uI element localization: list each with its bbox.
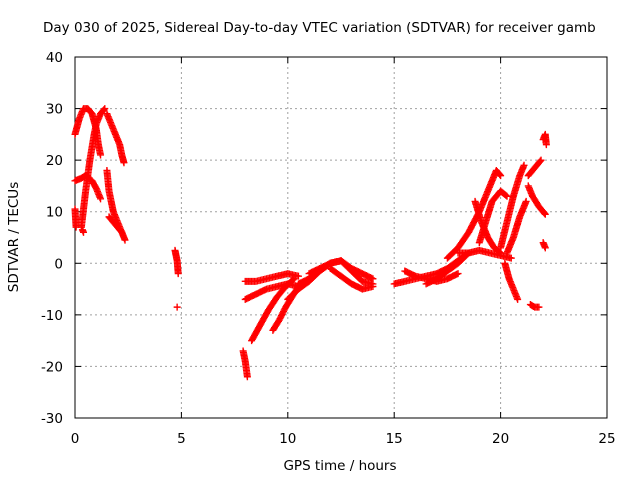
data-point xyxy=(294,272,302,280)
series-arc-g1 xyxy=(443,166,505,262)
data-point xyxy=(536,157,544,165)
y-tick-label: 0 xyxy=(54,256,63,272)
series-arc-c1 xyxy=(171,246,182,278)
series-arc-a4 xyxy=(71,205,80,231)
data-point xyxy=(522,197,530,205)
series-arc-i2 xyxy=(524,182,549,218)
chart-title: Day 030 of 2025, Sidereal Day-to-day VTE… xyxy=(43,20,596,36)
data-point xyxy=(503,192,511,200)
data-point xyxy=(72,223,80,231)
data-point xyxy=(243,373,251,381)
x-tick-label: 10 xyxy=(279,431,296,447)
series-arc-g2 xyxy=(454,246,515,262)
data-point xyxy=(101,105,109,113)
data-point xyxy=(520,161,528,169)
data-point xyxy=(369,282,377,290)
data-point xyxy=(80,228,88,236)
data-point xyxy=(117,227,125,235)
data-point xyxy=(289,276,297,284)
data-point xyxy=(496,248,504,256)
data-point xyxy=(507,254,515,262)
series-arc-b1 xyxy=(103,110,128,167)
series-arc-b3 xyxy=(105,213,126,236)
series-arc-i1 xyxy=(524,156,545,180)
data-point xyxy=(535,303,543,311)
data-point xyxy=(514,295,522,303)
ticks-layer: 0 5 10 15 20 25 -30 -20 -10 0 10 20 30 40 xyxy=(41,50,616,447)
x-tick-label: 25 xyxy=(598,431,615,447)
data-point xyxy=(121,236,129,244)
y-tick-label: 30 xyxy=(46,102,63,118)
series-arc-e3 xyxy=(326,264,377,293)
series-arc-c2 xyxy=(173,303,181,311)
y-tick-label: 40 xyxy=(46,50,63,66)
data-point xyxy=(118,228,126,236)
data-point xyxy=(542,141,550,149)
series-arc-g4 xyxy=(471,197,505,257)
x-axis-label: GPS time / hours xyxy=(283,458,396,474)
series-arc-i4 xyxy=(539,130,550,149)
data-point xyxy=(454,270,462,278)
marks-layer xyxy=(71,105,550,381)
y-tick-label: -10 xyxy=(41,308,63,324)
grid-layer xyxy=(75,57,607,418)
data-point xyxy=(537,156,545,164)
y-tick-label: 10 xyxy=(46,205,63,221)
series-arc-h2 xyxy=(501,259,522,303)
data-point xyxy=(541,210,549,218)
y-axis-label: SDTVAR / TECUs xyxy=(6,182,22,292)
x-tick-label: 15 xyxy=(386,431,403,447)
series-arc-a2 xyxy=(77,105,109,231)
y-tick-label: 20 xyxy=(46,153,63,169)
series-arc-d1 xyxy=(239,347,251,381)
series-arc-d4 xyxy=(248,275,298,345)
plot-frame xyxy=(74,56,608,419)
x-tick-label: 20 xyxy=(492,431,509,447)
series-arc-h3 xyxy=(503,197,530,257)
series-arc-a3 xyxy=(71,172,105,203)
series-arc-h1 xyxy=(497,161,528,252)
data-point xyxy=(97,195,105,203)
y-tick-label: -20 xyxy=(41,359,63,375)
series-arc-a5 xyxy=(78,226,88,236)
data-point xyxy=(290,275,298,283)
series-arc-i5 xyxy=(539,239,549,252)
data-point xyxy=(120,159,128,167)
x-tick-label: 0 xyxy=(71,431,80,447)
data-point xyxy=(173,303,181,311)
data-point xyxy=(541,244,549,252)
y-tick-label: -30 xyxy=(41,411,63,427)
data-point xyxy=(497,172,505,180)
series-arc-i3 xyxy=(526,301,543,311)
data-point xyxy=(100,106,108,114)
data-point xyxy=(496,171,504,179)
data-point xyxy=(97,151,105,159)
x-tick-label: 5 xyxy=(177,431,186,447)
data-point xyxy=(502,191,510,199)
data-point xyxy=(174,270,182,278)
data-point xyxy=(541,209,549,217)
